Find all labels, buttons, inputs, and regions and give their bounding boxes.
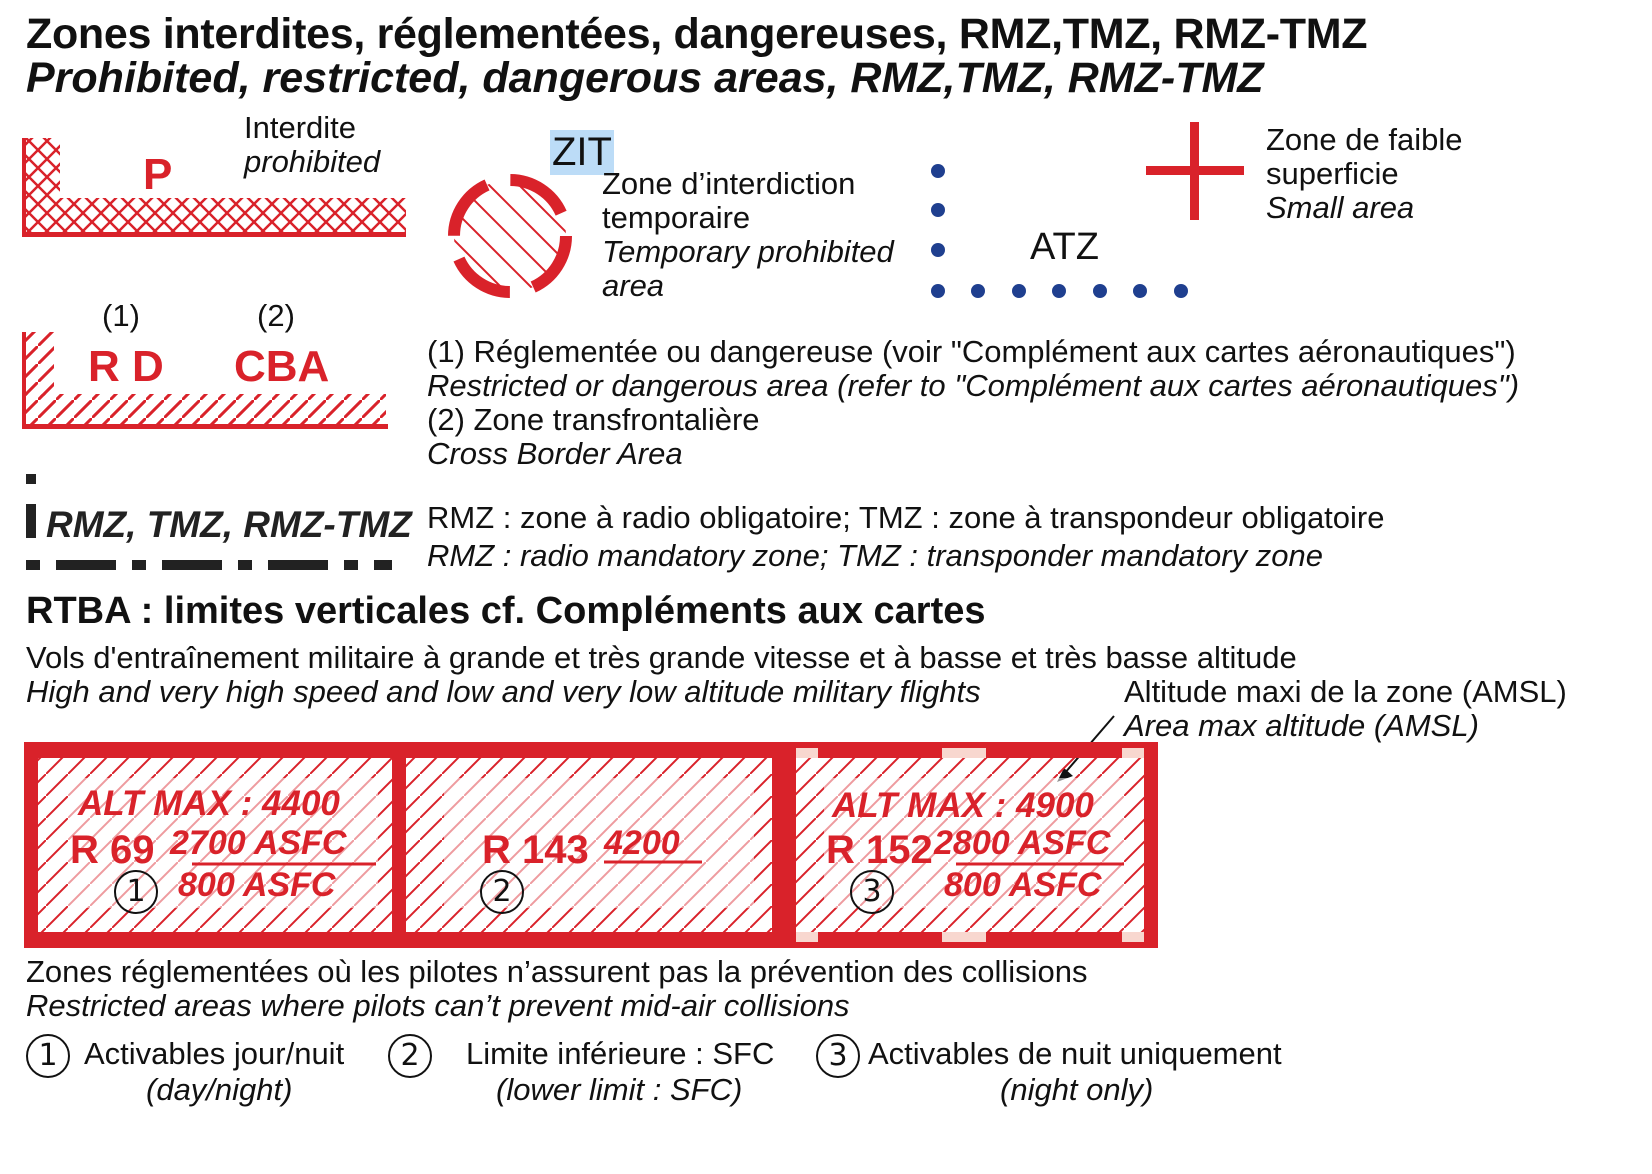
cba-letters: CBA [234,342,330,391]
prohibited-label-en: prohibited [244,144,381,179]
title-fr: Zones interdites, réglementées, dangereu… [26,10,1368,58]
restricted-letters: R D [88,342,164,391]
restricted-area-symbol [22,332,388,429]
rtba-boxes [24,715,1158,948]
restricted-num2: (2) [257,298,295,333]
box1-alt: ALT MAX : 4400 [78,784,340,823]
rmz-label: RMZ, TMZ, RMZ-TMZ [46,504,412,545]
rmz-desc-fr: RMZ : zone à radio obligatoire; TMZ : zo… [427,500,1385,535]
legend1-fr: Activables jour/nuit [84,1036,345,1071]
box2-mark: 2 [480,870,524,914]
box1-name: R 69 [70,828,155,872]
prohibited-area-symbol [22,138,406,237]
zit-line3: Temporary prohibited [602,234,894,269]
box1-mark: 1 [114,870,158,914]
zit-line4: area [602,268,665,303]
legend2-en: (lower limit : SFC) [496,1072,743,1107]
prohibited-label-fr: Interdite [244,110,357,145]
box3-mark: 3 [850,870,894,914]
small-area-line3: Small area [1266,190,1415,225]
rtba-desc-en: High and very high speed and low and ver… [26,674,981,709]
small-area-line1: Zone de faible [1266,122,1463,157]
zit-tag: ZIT [550,130,614,175]
box2-name: R 143 [482,828,589,872]
collision-en: Restricted areas where pilots can’t prev… [26,988,850,1023]
legend2-fr: Limite inférieure : SFC [466,1036,775,1071]
title-en: Prohibited, restricted, dangerous areas,… [26,54,1264,102]
legend2-mark: 2 [388,1034,432,1078]
legend1-mark: 1 [26,1034,70,1078]
zit-symbol [448,174,572,298]
restricted-note2-en: Cross Border Area [427,436,683,471]
alt-note-fr: Altitude maxi de la zone (AMSL) [1124,674,1567,709]
box3-lower: 800 ASFC [944,866,1102,904]
box1-upper: 2700 ASFC [170,824,347,862]
collision-fr: Zones réglementées où les pilotes n’assu… [26,954,1088,989]
atz-symbol [931,164,1188,298]
rmz-desc-en: RMZ : radio mandatory zone; TMZ : transp… [427,538,1323,573]
box1-lower: 800 ASFC [178,866,336,904]
legend3-mark: 3 [816,1034,860,1078]
box3-upper: 2800 ASFC [934,824,1111,862]
zit-line2: temporaire [602,200,751,235]
atz-label: ATZ [1030,226,1099,268]
legend3-fr: Activables de nuit uniquement [868,1036,1282,1071]
small-area-line2: superficie [1266,156,1399,191]
box3-alt: ALT MAX : 4900 [832,786,1094,825]
zit-line1: Zone d’interdiction [602,166,856,201]
rtba-desc-fr: Vols d'entraînement militaire à grande e… [26,640,1297,675]
prohibited-letter: P [143,150,173,199]
rtba-heading: RTBA : limites verticales cf. Complément… [26,590,986,632]
legend3-en: (night only) [1000,1072,1154,1107]
restricted-num1: (1) [102,298,140,333]
restricted-note2-fr: (2) Zone transfrontalière [427,402,760,437]
restricted-note1-fr: (1) Réglementée ou dangereuse (voir "Com… [427,334,1516,369]
legend1-en: (day/night) [146,1072,293,1107]
alt-note-en: Area max altitude (AMSL) [1124,708,1479,743]
rmz-symbol [26,474,392,570]
box3-name: R 152 [826,828,933,872]
box2-upper: 4200 [604,824,680,862]
restricted-note1-en: Restricted or dangerous area (refer to "… [427,368,1520,403]
small-area-cross-icon [1146,122,1244,220]
